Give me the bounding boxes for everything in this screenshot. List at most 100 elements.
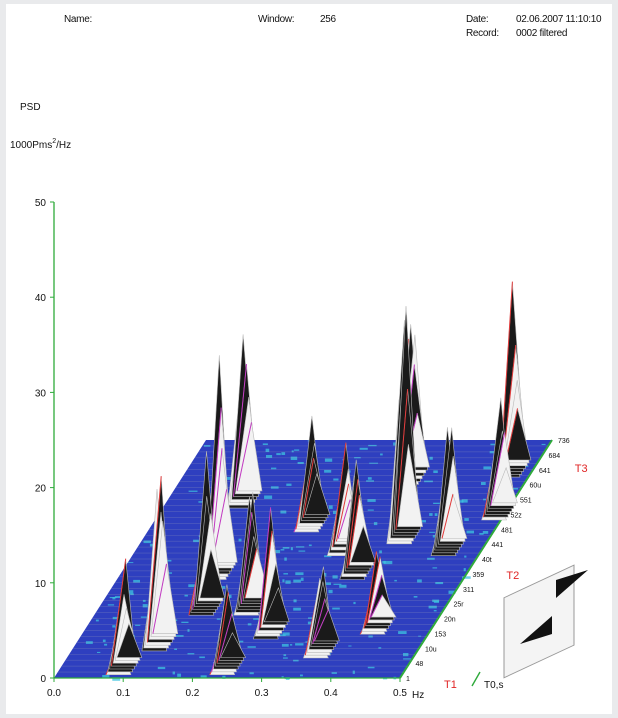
floor-speckle xyxy=(135,624,141,626)
floor-speckle xyxy=(280,510,287,514)
y-axis-units-sup: 2 xyxy=(52,138,56,145)
peak-edge xyxy=(346,479,359,569)
floor-speckle xyxy=(283,654,287,657)
floor-speckle xyxy=(482,531,489,534)
peak-edge xyxy=(110,558,127,667)
floor-speckle xyxy=(237,640,244,643)
y-axis-units-base: 1000Pms xyxy=(10,140,52,151)
floor-speckle xyxy=(282,579,285,583)
peak-edge xyxy=(216,592,229,664)
floor-speckle xyxy=(193,539,199,543)
z-tick-label: 359 xyxy=(473,572,485,579)
z-tick-label: 40t xyxy=(482,557,492,564)
floor-speckle xyxy=(290,547,293,551)
peak-edge xyxy=(146,476,162,643)
floor-speckle xyxy=(434,513,438,516)
floor-speckle xyxy=(276,453,281,456)
floor-speckle xyxy=(295,643,304,646)
floor-speckle xyxy=(435,582,444,585)
floor-speckle xyxy=(353,601,356,605)
date-value: 02.06.2007 11:10:10 xyxy=(516,14,602,25)
floor-speckle xyxy=(413,596,418,598)
peak-edge xyxy=(348,494,360,566)
peak-edge xyxy=(368,575,383,621)
floor-speckle xyxy=(324,469,332,473)
waterfall-chart: PSD 1000Pms2/Hz 50 40 30 20 10 00.0 0.1 0.2 0.3 0… xyxy=(10,102,588,701)
peak-ridge xyxy=(220,632,247,658)
x-tick-label: 0.0 xyxy=(47,688,61,699)
y-tick-label: 30 xyxy=(35,388,47,399)
floor-speckle xyxy=(265,448,270,452)
y-axis-label-units: 1000Pms2/Hz xyxy=(10,138,71,151)
record-label: Record: xyxy=(466,28,499,39)
floor-speckle xyxy=(524,465,529,467)
floor-speckle xyxy=(433,502,440,504)
y-tick-label: 10 xyxy=(35,579,47,590)
floor-speckle xyxy=(461,499,468,503)
z-tick-label: 25r xyxy=(454,602,465,609)
floor-speckle xyxy=(104,643,108,646)
floor-speckle xyxy=(373,522,378,526)
window-label: Window: xyxy=(258,14,295,25)
floor-speckle xyxy=(199,656,205,659)
floor-speckle xyxy=(432,567,438,569)
floor-speckle xyxy=(216,618,221,620)
peak-edge xyxy=(236,422,252,492)
z-tick-label: 1 xyxy=(406,676,410,683)
floor-speckle xyxy=(324,555,332,558)
floor-speckle xyxy=(369,462,378,464)
floor-speckle xyxy=(433,610,437,612)
floor-speckle xyxy=(290,456,298,460)
floor-speckle xyxy=(174,648,177,650)
peak-ridge xyxy=(350,525,377,563)
floor-speckle xyxy=(140,616,148,618)
floor-speckle xyxy=(367,509,374,511)
record-value: 0002 filtered xyxy=(516,28,568,39)
floor-speckle xyxy=(429,513,433,516)
floor-speckle xyxy=(479,533,484,535)
floor-speckle xyxy=(429,456,433,460)
floor-speckle xyxy=(429,531,435,533)
peak-edge xyxy=(302,458,315,518)
floor-speckle xyxy=(483,466,491,470)
x-tick-label: 0.5 xyxy=(393,688,407,699)
floor-speckle xyxy=(333,583,342,585)
floor-speckle xyxy=(102,675,110,679)
floor-speckle xyxy=(291,450,294,453)
y-tick-label: 0 xyxy=(40,674,46,685)
floor-speckle xyxy=(281,452,286,455)
peak-edge xyxy=(366,556,381,623)
floor-speckle xyxy=(293,599,297,603)
floor-speckle xyxy=(541,443,546,445)
floor-speckle xyxy=(448,590,456,594)
date-label: Date: xyxy=(466,14,489,25)
peak-edge xyxy=(260,530,273,628)
floor-speckle xyxy=(359,447,368,450)
floor-speckle xyxy=(114,596,121,598)
peak-ridge xyxy=(397,444,423,527)
floor-speckle xyxy=(294,449,300,451)
time-arrow xyxy=(471,671,481,687)
floor-speckle xyxy=(277,634,286,637)
y-axis-label-psd: PSD xyxy=(20,102,41,113)
floor-speckle xyxy=(130,593,134,596)
peak-edge xyxy=(370,594,383,618)
floor-speckle xyxy=(238,538,242,542)
peak-ridge xyxy=(492,466,518,504)
z-tick-label: 481 xyxy=(501,527,513,534)
peak-edge xyxy=(244,548,258,599)
floor-speckle xyxy=(378,647,382,649)
floor-speckle xyxy=(187,653,195,655)
floor-speckle xyxy=(298,550,306,552)
peak-edge xyxy=(233,364,247,497)
z-tick-label: 311 xyxy=(463,587,474,594)
peak-edge xyxy=(490,432,506,506)
z-tick-label: 60u xyxy=(530,483,542,490)
peak-edge xyxy=(218,613,233,661)
floor-speckle xyxy=(348,645,352,647)
floor-speckle xyxy=(398,631,407,634)
floor-speckle xyxy=(420,520,426,523)
floor-speckle xyxy=(297,462,304,464)
floor-speckle xyxy=(464,518,469,521)
peak-edge xyxy=(337,499,351,539)
